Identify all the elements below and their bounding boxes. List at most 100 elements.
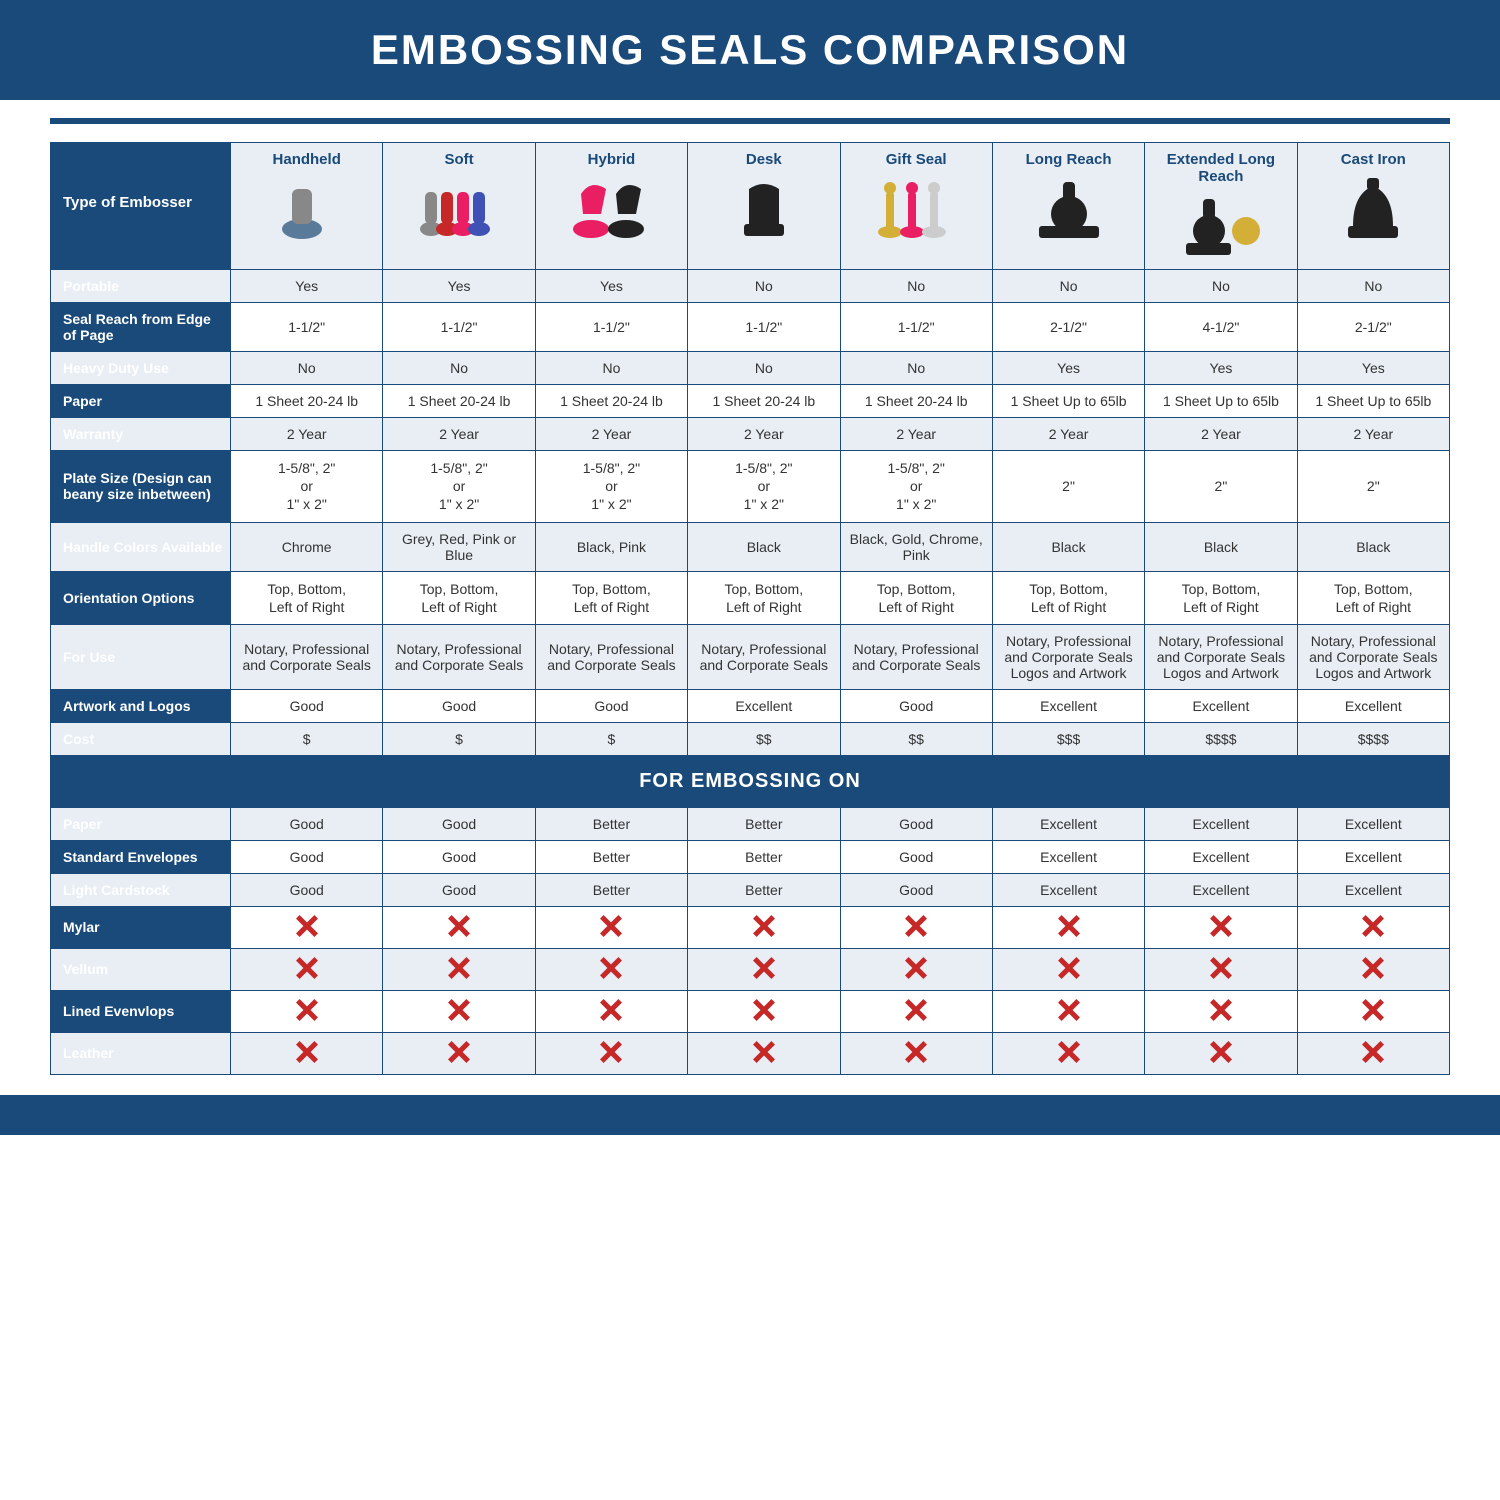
table-cell: 2 Year <box>992 418 1144 451</box>
table-cell: Top, Bottom,Left of Right <box>383 571 535 624</box>
x-icon <box>1362 1041 1384 1063</box>
embosser-icon <box>1302 174 1445 244</box>
table-cell: Top, Bottom,Left of Right <box>1145 571 1297 624</box>
table-cell: Yes <box>231 270 383 303</box>
table-cell <box>231 990 383 1032</box>
table-cell: Good <box>535 689 687 722</box>
table-cell: 2 Year <box>535 418 687 451</box>
table-row: Vellum <box>51 948 1450 990</box>
table-cell: Excellent <box>688 689 840 722</box>
x-icon <box>1210 1041 1232 1063</box>
table-cell: $$ <box>688 722 840 755</box>
table-row: Handle Colors AvailableChromeGrey, Red, … <box>51 522 1450 571</box>
table-cell: Excellent <box>1297 840 1449 873</box>
x-icon <box>905 915 927 937</box>
table-row: Cost$$$$$$$$$$$$$$$$$$ <box>51 722 1450 755</box>
title-bar: EMBOSSING SEALS COMPARISON <box>0 0 1500 100</box>
table-cell <box>840 906 992 948</box>
table-cell: 2 Year <box>840 418 992 451</box>
table-cell <box>688 948 840 990</box>
table-cell <box>231 906 383 948</box>
column-header-label: Extended Long Reach <box>1149 151 1292 185</box>
table-cell: Excellent <box>1145 807 1297 840</box>
column-header-label: Gift Seal <box>845 151 988 168</box>
comparison-table: Type of Embosser HandheldSoftHybridDeskG… <box>50 142 1450 1075</box>
table-cell: Good <box>231 873 383 906</box>
x-icon <box>1362 957 1384 979</box>
table-cell: No <box>1145 270 1297 303</box>
table-cell: $$$$ <box>1297 722 1449 755</box>
x-icon <box>1058 957 1080 979</box>
table-cell <box>383 948 535 990</box>
x-icon <box>1058 915 1080 937</box>
x-icon <box>296 999 318 1021</box>
table-cell: No <box>688 352 840 385</box>
table-header-row: Type of Embosser HandheldSoftHybridDeskG… <box>51 143 1450 270</box>
column-header-label: Desk <box>692 151 835 168</box>
row-label: Cost <box>51 722 231 755</box>
table-row: Lined Evenvlops <box>51 990 1450 1032</box>
table-cell: Grey, Red, Pink or Blue <box>383 522 535 571</box>
table-cell <box>231 948 383 990</box>
table-cell: 1-5/8", 2"or1" x 2" <box>383 451 535 523</box>
table-cell: $$$ <box>992 722 1144 755</box>
table-cell <box>231 1032 383 1074</box>
table-cell: 1-1/2" <box>840 303 992 352</box>
x-icon <box>1210 915 1232 937</box>
table-cell <box>688 990 840 1032</box>
row-label: Light Cardstock <box>51 873 231 906</box>
table-cell: 2" <box>1297 451 1449 523</box>
x-icon <box>905 957 927 979</box>
table-cell: Better <box>688 873 840 906</box>
table-cell: 2 Year <box>231 418 383 451</box>
row-label: Handle Colors Available <box>51 522 231 571</box>
table-cell <box>1297 906 1449 948</box>
table-cell: No <box>992 270 1144 303</box>
table-cell: 1 Sheet 20-24 lb <box>840 385 992 418</box>
table-cell <box>992 1032 1144 1074</box>
table-cell: $ <box>231 722 383 755</box>
table-cell: Notary, Professional and Corporate Seals… <box>1145 624 1297 689</box>
table-row: For UseNotary, Professional and Corporat… <box>51 624 1450 689</box>
table-cell <box>992 990 1144 1032</box>
table-cell: 2 Year <box>1297 418 1449 451</box>
table-cell: No <box>840 352 992 385</box>
table-cell: 1 Sheet 20-24 lb <box>535 385 687 418</box>
column-header-label: Cast Iron <box>1302 151 1445 168</box>
table-cell: Good <box>231 807 383 840</box>
table-cell: Excellent <box>992 873 1144 906</box>
table-cell: 1-1/2" <box>535 303 687 352</box>
table-cell: Black <box>992 522 1144 571</box>
table-row: Paper1 Sheet 20-24 lb1 Sheet 20-24 lb1 S… <box>51 385 1450 418</box>
row-label: Leather <box>51 1032 231 1074</box>
table-cell: 2-1/2" <box>1297 303 1449 352</box>
embosser-icon <box>235 174 378 244</box>
table-cell: Good <box>231 840 383 873</box>
row-label: Seal Reach from Edge of Page <box>51 303 231 352</box>
embosser-icon <box>692 174 835 244</box>
table-cell <box>1145 1032 1297 1074</box>
table-cell: 1 Sheet 20-24 lb <box>383 385 535 418</box>
row-label: Warranty <box>51 418 231 451</box>
table-cell: No <box>535 352 687 385</box>
table-cell: Top, Bottom,Left of Right <box>688 571 840 624</box>
x-icon <box>600 999 622 1021</box>
table-cell: Good <box>840 689 992 722</box>
section-header-row: FOR EMBOSSING ON <box>51 755 1450 807</box>
column-header-label: Soft <box>387 151 530 168</box>
table-cell: 2 Year <box>383 418 535 451</box>
x-icon <box>1058 999 1080 1021</box>
row-label: Mylar <box>51 906 231 948</box>
table-cell: Top, Bottom,Left of Right <box>231 571 383 624</box>
table-cell <box>383 906 535 948</box>
table-cell: Yes <box>992 352 1144 385</box>
table-cell: Chrome <box>231 522 383 571</box>
type-of-embosser-label: Type of Embosser <box>51 143 231 270</box>
x-icon <box>296 915 318 937</box>
table-cell: Good <box>840 840 992 873</box>
table-cell: 2 Year <box>1145 418 1297 451</box>
table-cell: 1-1/2" <box>383 303 535 352</box>
x-icon <box>905 1041 927 1063</box>
row-label: Paper <box>51 385 231 418</box>
column-header: Handheld <box>231 143 383 270</box>
